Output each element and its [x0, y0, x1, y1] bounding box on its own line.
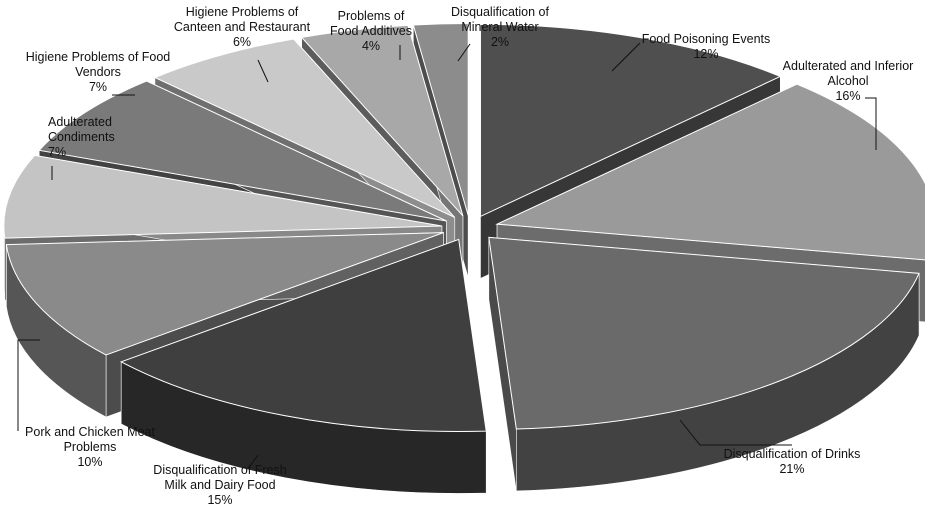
pie-slice [300, 24, 464, 217]
slice-name: Food Poisoning Events [642, 32, 771, 46]
slice-percent: 7% [48, 145, 66, 159]
slice-name: Condiments [48, 130, 115, 144]
slice-name: Adulterated and Inferior [783, 59, 914, 73]
leader-line [865, 97, 877, 150]
slice-name: Higiene Problems of [186, 5, 299, 19]
leader-line [457, 43, 471, 62]
slice-name: Higiene Problems of Food [26, 50, 171, 64]
pie-slice [488, 236, 920, 430]
slice-name: Mineral Water [461, 20, 538, 34]
slice-percent: 2% [491, 35, 509, 49]
pie-slice [153, 38, 456, 218]
pie-slice [5, 232, 444, 356]
pie-slice [3, 154, 442, 239]
slice-name: Pork and Chicken Meat [25, 425, 155, 439]
slice-percent: 10% [77, 455, 102, 469]
slice-percent: 6% [233, 35, 251, 49]
slice-name: Problems [64, 440, 117, 454]
slice-name: Disqualification of Fresh [153, 463, 286, 477]
slice-name: Alcohol [828, 74, 869, 88]
slice-percent: 16% [835, 89, 860, 103]
slice-name: Disqualification of [451, 5, 549, 19]
pie-slice [479, 23, 782, 218]
leader-line [249, 454, 259, 467]
slice-percent: 21% [779, 462, 804, 476]
slice-name: Problems of [338, 9, 405, 23]
leader-line [257, 59, 269, 83]
slice-percent: 12% [693, 47, 718, 61]
pie-slice [412, 23, 469, 216]
leader-line [17, 339, 40, 431]
slice-name: Vendors [75, 65, 121, 79]
slice-percent: 15% [207, 493, 232, 507]
slice-percent: 4% [362, 39, 380, 53]
pie-slice [38, 80, 447, 222]
slice-name: Disqualification of Drinks [724, 447, 861, 461]
slice-tops [3, 23, 925, 432]
slice-name: Food Additives [330, 24, 412, 38]
pie-slice [119, 238, 487, 432]
slice-name: Canteen and Restaurant [174, 20, 311, 34]
slice-name: Adulterated [48, 115, 112, 129]
pie-slice [495, 83, 925, 261]
slice-percent: 7% [89, 80, 107, 94]
leader-line [611, 42, 641, 72]
slice-name: Milk and Dairy Food [164, 478, 275, 492]
leader-line [679, 419, 792, 446]
